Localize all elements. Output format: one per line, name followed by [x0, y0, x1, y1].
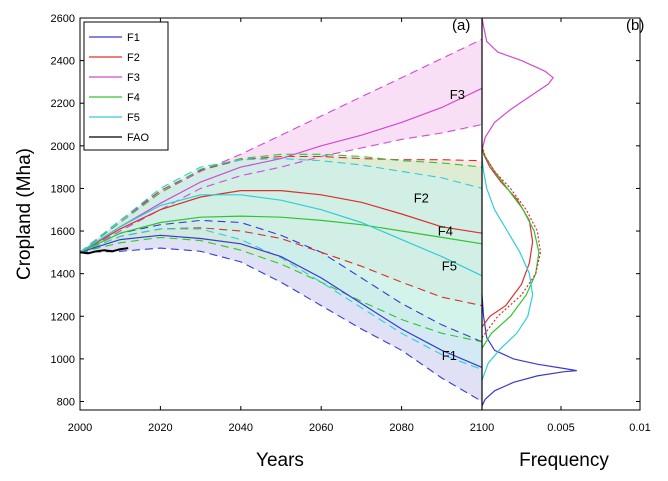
legend-label-f1: F1 [127, 32, 140, 44]
x-axis-title-years: Years [256, 450, 304, 471]
frequency-curve-total [481, 145, 542, 338]
lower-bound-f1 [79, 247, 483, 402]
y-tick-label-1400: 1400 [51, 269, 75, 281]
line-fao [79, 247, 129, 255]
x-tick-label-2020: 2020 [148, 422, 172, 434]
frequency-curve-f4 [481, 147, 540, 349]
lines-layer [79, 38, 483, 402]
upper-bound-f5 [79, 158, 483, 253]
median-line-f1 [79, 234, 483, 368]
legend-label-f2: F2 [127, 52, 140, 64]
freq-tick-label-0.01: 0.01 [629, 422, 650, 434]
series-label-f5: F5 [442, 259, 457, 274]
lower-bound-f5 [79, 228, 483, 371]
upper-bound-f4 [79, 153, 483, 253]
upper-bound-f2 [79, 155, 483, 253]
series-label-f4: F4 [438, 223, 453, 238]
y-tick-label-2200: 2200 [51, 98, 75, 110]
legend-box [83, 21, 169, 151]
series-label-f1: F1 [442, 348, 457, 363]
series-label-f2: F2 [414, 190, 429, 205]
freq-tick-label-0.005: 0.005 [547, 422, 575, 434]
frequency-curve-f3 [481, 17, 554, 151]
legend-label-f4: F4 [127, 92, 140, 104]
plot-frame [79, 17, 641, 411]
legend-label-f5: F5 [127, 112, 140, 124]
x-tick-label-2100: 2100 [470, 422, 494, 434]
upper-bound-f3 [79, 38, 483, 253]
upper-bound-f1 [79, 219, 483, 343]
y-tick-label-1000: 1000 [51, 354, 75, 366]
x-tick-label-2060: 2060 [309, 422, 333, 434]
y-tick-label-800: 800 [57, 396, 75, 408]
y-tick-label-1800: 1800 [51, 183, 75, 195]
median-line-f3 [79, 87, 483, 253]
frequency-layer [481, 17, 577, 406]
median-line-f5 [79, 194, 483, 277]
y-tick-label-2400: 2400 [51, 56, 75, 68]
legend: F1 F2 F3 F4 F5 FAO [83, 21, 169, 151]
band-f3 [80, 39, 482, 253]
lower-bound-f3 [79, 123, 483, 253]
frequency-curve-f5 [481, 156, 534, 381]
median-line-f4 [79, 215, 483, 253]
panel-label-b: (b) [626, 17, 644, 34]
labels-layer: F1 F2 F3 F4 F5 2000 2020 2040 2060 2080 2100 0.005 0… [51, 13, 651, 434]
x-tick-label-2040: 2040 [229, 422, 253, 434]
x-tick-label-2080: 2080 [389, 422, 413, 434]
y-tick-label-2000: 2000 [51, 141, 75, 153]
x-tick-label-2000: 2000 [68, 422, 92, 434]
frequency-curve-f2 [481, 145, 534, 328]
legend-label-f3: F3 [127, 72, 140, 84]
y-tick-label-1600: 1600 [51, 226, 75, 238]
y-tick-label-2600: 2600 [51, 13, 75, 25]
legend-label-fao: FAO [127, 132, 149, 144]
median-line-f2 [79, 190, 483, 253]
series-label-f3: F3 [450, 87, 465, 102]
y-tick-label-1200: 1200 [51, 311, 75, 323]
lower-bound-f4 [79, 236, 483, 343]
y-axis-title: Cropland (Mha) [14, 148, 35, 280]
panel-label-a: (a) [452, 17, 470, 34]
x-axis-title-frequency: Frequency [519, 450, 609, 471]
ticks-layer [79, 17, 641, 410]
